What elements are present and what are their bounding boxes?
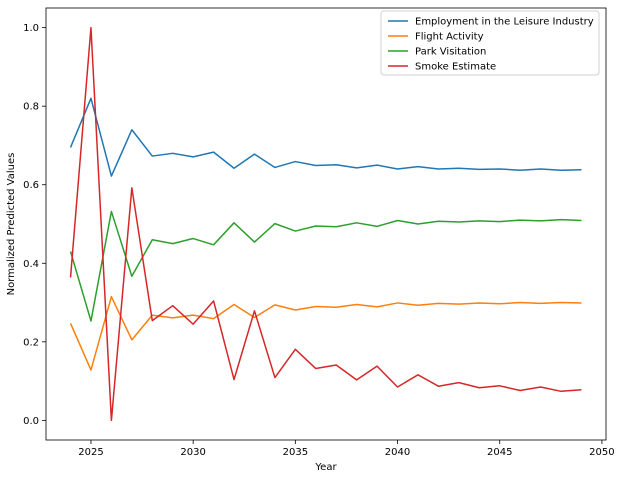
x-tick-label: 2050 [589, 447, 614, 458]
y-tick-label: 0.0 [23, 416, 39, 427]
plot-frame [45, 7, 607, 441]
legend-label: Flight Activity [415, 32, 484, 43]
y-tick-label: 0.2 [23, 337, 39, 348]
legend-label: Smoke Estimate [415, 62, 496, 73]
series-line-3 [69, 26, 582, 422]
y-tick-label: 0.8 [23, 102, 39, 113]
series-line-2 [69, 210, 582, 322]
x-tick-label: 2035 [283, 447, 308, 458]
y-tick-label: 0.4 [23, 259, 39, 270]
y-tick-label: 0.6 [23, 180, 39, 191]
y-axis-label: Normalized Predicted Values [6, 153, 17, 296]
x-axis-label: Year [314, 462, 337, 473]
legend-label: Park Visitation [415, 47, 486, 58]
plot-area [45, 7, 607, 441]
legend-box [380, 10, 600, 76]
x-tick-label: 2045 [487, 447, 512, 458]
legend: Employment in the Leisure Industry Flight… [380, 10, 600, 76]
axes-layer: 2025 2030 2035 2040 2045 2050 0.0 0.2 0.4 0.6 0.8 1… [23, 23, 615, 458]
y-tick-label: 1.0 [23, 23, 39, 34]
x-tick-label: 2025 [78, 447, 103, 458]
x-tick-label: 2040 [385, 447, 410, 458]
series-layer [69, 26, 582, 422]
legend-label: Employment in the Leisure Industry [415, 17, 594, 28]
series-line-1 [69, 295, 582, 371]
series-line-0 [69, 97, 582, 177]
x-tick-label: 2030 [180, 447, 205, 458]
